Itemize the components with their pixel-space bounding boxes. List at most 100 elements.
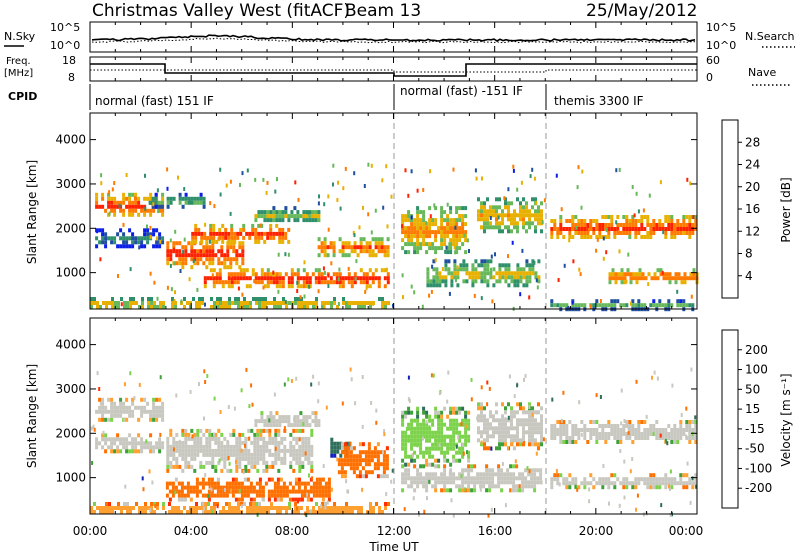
heatmap-cell bbox=[425, 226, 429, 231]
heatmap-cell bbox=[504, 205, 507, 210]
heatmap-cell bbox=[184, 436, 188, 441]
heatmap-cell bbox=[676, 432, 680, 436]
heatmap-cell bbox=[524, 476, 528, 481]
heatmap-cell bbox=[449, 226, 453, 231]
heatmap-cell bbox=[341, 276, 345, 281]
heatmap-cell bbox=[536, 480, 540, 485]
heatmap-cell bbox=[228, 510, 231, 514]
heatmap-cell bbox=[279, 489, 283, 494]
heatmap-cell bbox=[419, 476, 423, 481]
heatmap-speckle bbox=[602, 464, 605, 468]
heatmap-cell bbox=[235, 444, 239, 449]
heatmap-cell bbox=[440, 430, 444, 435]
heatmap-cell bbox=[528, 217, 531, 222]
heatmap-cell bbox=[607, 227, 611, 231]
heatmap-cell bbox=[471, 279, 475, 284]
heatmap-cell bbox=[349, 458, 353, 463]
heatmap-cell bbox=[218, 231, 222, 236]
heatmap-cell bbox=[101, 413, 105, 418]
heatmap-cell bbox=[116, 449, 120, 454]
heatmap-cell bbox=[443, 406, 447, 411]
heatmap-cell bbox=[525, 410, 528, 415]
scale-tick-label: -200 bbox=[745, 481, 772, 495]
heatmap-cell bbox=[281, 235, 285, 240]
heatmap-cell bbox=[453, 267, 457, 272]
heatmap-cell bbox=[364, 462, 368, 467]
heatmap-cell bbox=[401, 480, 405, 485]
heatmap-cell bbox=[178, 448, 182, 453]
heatmap-cell bbox=[368, 253, 372, 258]
heatmap-cell bbox=[230, 235, 234, 240]
heatmap-cell bbox=[562, 428, 566, 432]
heatmap-cell bbox=[104, 433, 108, 438]
heatmap-cell bbox=[255, 301, 258, 305]
heatmap-cell bbox=[212, 239, 216, 244]
heatmap-cell bbox=[154, 192, 158, 197]
heatmap-cell bbox=[562, 235, 566, 239]
heatmap-speckle bbox=[308, 284, 311, 289]
heatmap-cell bbox=[568, 485, 572, 490]
heatmap-cell bbox=[169, 257, 173, 262]
heatmap-cell bbox=[658, 223, 662, 227]
heatmap-speckle bbox=[595, 393, 598, 398]
heatmap-speckle bbox=[660, 503, 663, 508]
heatmap-cell bbox=[480, 402, 483, 407]
heatmap-cell bbox=[592, 420, 596, 424]
heatmap-cell bbox=[598, 303, 602, 308]
heatmap-cell bbox=[373, 450, 377, 455]
heatmap-cell bbox=[143, 441, 147, 446]
heatmap-speckle bbox=[283, 426, 286, 431]
heatmap-speckle bbox=[430, 289, 433, 294]
heatmap-cell bbox=[299, 276, 303, 281]
heatmap-cell bbox=[215, 239, 219, 244]
heatmap-cell bbox=[571, 219, 575, 223]
heatmap-cell bbox=[248, 231, 252, 236]
heatmap-cell bbox=[492, 414, 495, 419]
heatmap-cell bbox=[656, 276, 660, 281]
heatmap-cell bbox=[664, 481, 668, 486]
heatmap-speckle bbox=[513, 394, 516, 399]
heatmap-cell bbox=[449, 438, 453, 443]
heatmap-cell bbox=[452, 234, 456, 239]
heatmap-speckle bbox=[504, 503, 507, 508]
heatmap-cell bbox=[196, 440, 200, 445]
heatmap-cell bbox=[485, 476, 489, 481]
heatmap-cell bbox=[495, 418, 498, 423]
heatmap-cell bbox=[372, 506, 375, 510]
heatmap-cell bbox=[237, 485, 241, 490]
heatmap-cell bbox=[629, 280, 633, 285]
heatmap-cell bbox=[435, 279, 439, 284]
heatmap-cell bbox=[616, 299, 620, 304]
heatmap-cell bbox=[458, 430, 462, 435]
heatmap-cell bbox=[401, 472, 405, 477]
heatmap-cell bbox=[473, 488, 477, 493]
heatmap-cell bbox=[310, 428, 314, 433]
heatmap-speckle bbox=[441, 267, 444, 272]
heatmap-cell bbox=[119, 405, 123, 410]
heatmap-cell bbox=[629, 276, 633, 281]
heatmap-cell bbox=[383, 276, 387, 281]
heatmap-cell bbox=[102, 510, 105, 514]
heatmap-cell bbox=[377, 280, 381, 285]
heatmap-cell bbox=[340, 462, 344, 467]
heatmap-cell bbox=[522, 213, 525, 218]
heatmap-cell bbox=[265, 444, 269, 449]
heatmap-cell bbox=[99, 305, 102, 309]
heatmap-cell bbox=[155, 409, 159, 414]
heatmap-cell bbox=[571, 432, 575, 436]
heatmap-speckle bbox=[174, 229, 177, 234]
heatmap-cell bbox=[562, 303, 566, 308]
heatmap-cell bbox=[682, 219, 686, 223]
heatmap-cell bbox=[419, 442, 423, 447]
heatmap-cell bbox=[260, 272, 264, 277]
heatmap-cell bbox=[252, 510, 255, 514]
heatmap-speckle bbox=[557, 278, 560, 282]
heatmap-cell bbox=[276, 497, 280, 502]
heatmap-cell bbox=[131, 192, 135, 197]
heatmap-cell bbox=[196, 452, 200, 457]
heatmap-cell bbox=[314, 411, 318, 416]
heatmap-cell bbox=[464, 214, 468, 219]
heatmap-cell bbox=[486, 283, 490, 288]
heatmap-speckle bbox=[511, 441, 514, 446]
heatmap-speckle bbox=[227, 456, 230, 460]
